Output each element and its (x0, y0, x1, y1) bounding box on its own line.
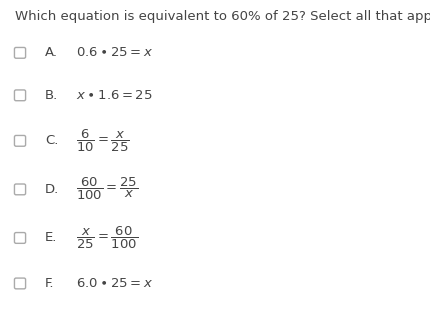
FancyBboxPatch shape (15, 278, 25, 289)
Text: $x \bullet 1.6 = 25$: $x \bullet 1.6 = 25$ (77, 89, 153, 102)
Text: $6.0 \bullet 25 = x$: $6.0 \bullet 25 = x$ (77, 277, 154, 290)
Text: C.: C. (45, 134, 58, 147)
FancyBboxPatch shape (15, 48, 25, 58)
Text: $0.6 \bullet 25 = x$: $0.6 \bullet 25 = x$ (77, 46, 154, 59)
Text: F.: F. (45, 277, 55, 290)
Text: D.: D. (45, 183, 59, 196)
Text: Which equation is equivalent to 60% of 25? Select all that apply.: Which equation is equivalent to 60% of 2… (15, 11, 430, 23)
FancyBboxPatch shape (15, 90, 25, 101)
FancyBboxPatch shape (15, 233, 25, 243)
Text: $\dfrac{6}{10} = \dfrac{x}{25}$: $\dfrac{6}{10} = \dfrac{x}{25}$ (77, 128, 130, 154)
FancyBboxPatch shape (15, 135, 25, 146)
Text: $\dfrac{x}{25} = \dfrac{60}{100}$: $\dfrac{x}{25} = \dfrac{60}{100}$ (77, 225, 138, 251)
Text: $\dfrac{60}{100} = \dfrac{25}{x}$: $\dfrac{60}{100} = \dfrac{25}{x}$ (77, 176, 138, 202)
FancyBboxPatch shape (15, 184, 25, 195)
Text: B.: B. (45, 89, 58, 102)
Text: E.: E. (45, 231, 58, 244)
Text: A.: A. (45, 46, 58, 59)
